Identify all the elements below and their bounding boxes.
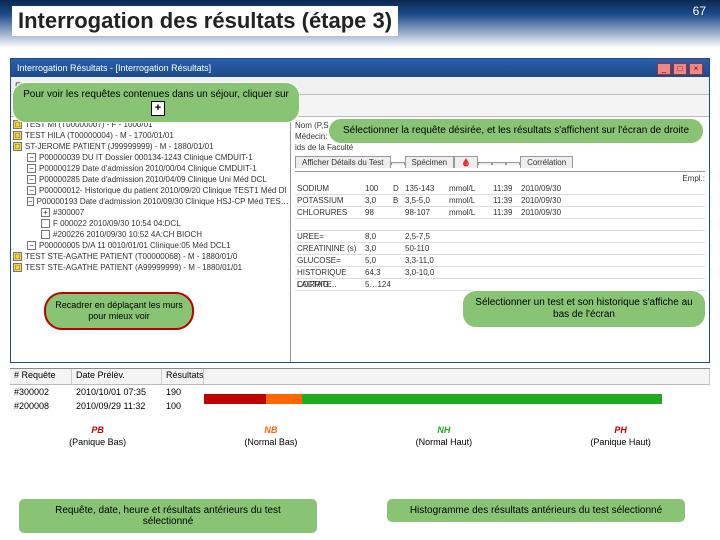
scale-item: NH(Normal Haut) <box>416 425 473 447</box>
expander-icon[interactable]: − <box>27 241 36 250</box>
grid-row[interactable]: CHLORURES9898-107mmol/L11:392010/09/30 <box>295 207 705 219</box>
expander-icon[interactable]: − <box>27 175 36 184</box>
window-title: Interrogation Résultats - [Interrogation… <box>17 59 211 77</box>
tree-row[interactable]: +#300007 <box>13 207 288 218</box>
tree-label: TEST STE-AGATHE PATIENT (A99999999) - M … <box>25 262 242 273</box>
tab[interactable] <box>492 162 506 165</box>
history-panel: # Requête Date Prélèv. Résultats #300002… <box>10 368 710 496</box>
tree-label: P00000039 DU IT Dossier 000134-1243 Clin… <box>39 152 253 163</box>
tree-label: F 000022 2010/09/30 10:54 04:DCL <box>53 218 181 229</box>
grid-row[interactable]: GLUCOSE=5,03,3-11,0 <box>295 255 705 267</box>
tabs[interactable]: Afficher Détails du Test Spécimen🩸 Corréla… <box>295 156 705 172</box>
tree-row[interactable]: −P00000129 Date d'admission 2010/00/04 C… <box>13 163 288 174</box>
callout-bottomleft: Requête, date, heure et résultats antéri… <box>18 498 318 534</box>
scale-item: PB(Panique Bas) <box>69 425 126 447</box>
page-number: 67 <box>693 4 706 18</box>
expander-icon[interactable]: □ <box>13 131 22 140</box>
tab[interactable]: Afficher Détails du Test <box>295 156 391 168</box>
tree-row[interactable]: □TEST STE-AGATHE PATIENT (T00000068) - M… <box>13 251 288 262</box>
tree-row[interactable]: #200226 2010/09/30 10:52 4A:CH BIOCH <box>13 229 288 240</box>
tree-row[interactable]: □ ST-JEROME PATIENT (J99999999) - M - 18… <box>13 141 288 152</box>
tree-row[interactable]: □TEST STE-AGATHE PATIENT (A99999999) - M… <box>13 262 288 273</box>
callout-topright: Sélectionner la requête désirée, et les … <box>328 118 704 144</box>
tree-row[interactable]: −P00000285 Date d'admission 2010/04/09 C… <box>13 174 288 185</box>
header: Interrogation des résultats (étape 3) 67 <box>0 0 720 48</box>
minimize-icon[interactable]: _ <box>657 63 671 75</box>
tab[interactable]: Spécimen <box>405 156 455 168</box>
callout-bottomright: Histogramme des résultats antérieurs du … <box>386 498 686 523</box>
tab[interactable] <box>478 162 492 165</box>
plus-icon: + <box>151 101 165 116</box>
close-icon[interactable]: × <box>689 63 703 75</box>
scale-item: PH(Panique Haut) <box>590 425 651 447</box>
result-grid[interactable]: SODIUM100D135-143mmol/L11:392010/09/30PO… <box>295 183 705 291</box>
expander-icon[interactable]: − <box>27 153 36 162</box>
tree-label: #200226 2010/09/30 10:52 4A:CH BIOCH <box>53 229 202 240</box>
tree-label: #300007 <box>53 207 84 218</box>
tab[interactable] <box>506 162 520 165</box>
empl-label: Empl.: <box>682 174 705 183</box>
faculte-field: ids de la Faculté <box>295 143 705 152</box>
tab[interactable]: 🩸 <box>454 156 478 168</box>
expander-icon[interactable] <box>41 230 50 239</box>
callout-topleft: Pour voir les requêtes contenues dans un… <box>12 82 300 123</box>
tree-row[interactable]: −P00000005 D/A 11 0010/01/01 Clinique:05… <box>13 240 288 251</box>
grid-row[interactable]: SODIUM100D135-143mmol/L11:392010/09/30 <box>295 183 705 195</box>
grid-row[interactable]: UREE=8,02,5-7,5 <box>295 231 705 243</box>
expander-icon[interactable]: − <box>27 197 34 206</box>
maximize-icon[interactable]: □ <box>673 63 687 75</box>
tree-row[interactable]: F 000022 2010/09/30 10:54 04:DCL <box>13 218 288 229</box>
callout-midright: Sélectionner un test et son historique s… <box>462 290 706 328</box>
tree-label: P00000193 Date d'admission 2010/09/30 Cl… <box>37 196 289 207</box>
grid-row[interactable]: POTASSIUM3,0B3,5-5,0mmol/L11:392010/09/3… <box>295 195 705 207</box>
expander-icon[interactable]: □ <box>13 142 22 151</box>
page-title: Interrogation des résultats (étape 3) <box>12 6 398 36</box>
history-row[interactable]: #3000022010/10/01 07:35190 <box>10 385 710 399</box>
tab[interactable] <box>391 162 405 165</box>
tree-row[interactable]: −P00000012- Historique du patient 2010/0… <box>13 185 288 196</box>
tree-label: TEST HILA (T00000004) - M - 1700/01/01 <box>25 130 174 141</box>
tree-label: P00000012- Historique du patient 2010/09… <box>39 185 287 196</box>
expander-icon[interactable]: − <box>27 164 36 173</box>
col-date: Date Prélèv. <box>72 369 162 384</box>
tree-row[interactable]: □TEST HILA (T00000004) - M - 1700/01/01 <box>13 130 288 141</box>
tree-row[interactable]: −P00000193 Date d'admission 2010/09/30 C… <box>13 196 288 207</box>
grid-row[interactable] <box>295 219 705 231</box>
expander-icon[interactable]: + <box>41 208 50 217</box>
window-titlebar[interactable]: Interrogation Résultats - [Interrogation… <box>11 59 709 77</box>
tree-label: ST-JEROME PATIENT (J99999999) - M - 1880… <box>25 141 214 152</box>
col-requete: # Requête <box>10 369 72 384</box>
expander-icon[interactable] <box>41 219 50 228</box>
tree-row[interactable]: −P00000039 DU IT Dossier 000134-1243 Cli… <box>13 152 288 163</box>
window-controls[interactable]: _□× <box>655 59 703 77</box>
expander-icon[interactable]: □ <box>13 252 22 261</box>
scale-legend: PB(Panique Bas) NB(Normal Bas) NH(Normal H… <box>10 425 710 447</box>
expander-icon[interactable]: □ <box>13 263 22 272</box>
scale-item: NB(Normal Bas) <box>244 425 297 447</box>
tree-label: P00000285 Date d'admission 2010/04/09 Cl… <box>39 174 267 185</box>
col-resultats: Résultats <box>162 369 204 384</box>
grid-row[interactable]: CREATININE (s)3,050-110 <box>295 243 705 255</box>
callout-midleft: Recadrer en déplaçant les murs pour mieu… <box>44 292 194 330</box>
medecin-label: Médecin: <box>295 132 327 141</box>
history-header: # Requête Date Prélèv. Résultats <box>10 369 710 385</box>
tree-label: TEST STE-AGATHE PATIENT (T00000068) - M … <box>25 251 237 262</box>
tab[interactable]: Corrélation <box>520 156 573 168</box>
tree-label: P00000129 Date d'admission 2010/00/04 Cl… <box>39 163 257 174</box>
expander-icon[interactable]: − <box>27 186 36 195</box>
grid-row[interactable]: HISTORIQUE CORRIG…64,33,0-10,0 <box>295 267 705 279</box>
tree-label: P00000005 D/A 11 0010/01/01 Clinique:05 … <box>39 240 231 251</box>
